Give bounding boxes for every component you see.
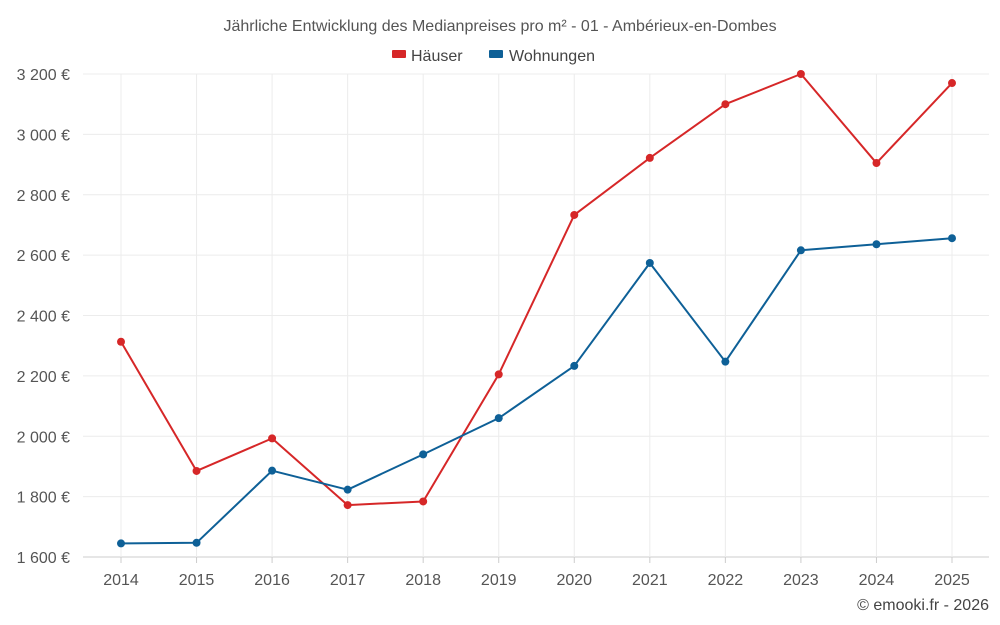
y-axis: 1 600 € 1 800 € 2 000 € 2 200 € 2 400 € 2 600… (17, 67, 70, 567)
y-tick-label: 2 200 € (17, 369, 70, 386)
data-point-wohnungen[interactable] (645, 258, 654, 267)
x-tick-label: 2025 (934, 572, 970, 589)
legend: Häuser Wohnungen (392, 48, 595, 65)
x-tick-label: 2024 (859, 572, 895, 589)
x-tick-label: 2019 (481, 572, 517, 589)
series (117, 70, 956, 548)
data-point-wohnungen[interactable] (948, 234, 956, 243)
legend-swatch-wohnungen (489, 50, 503, 58)
data-point-wohnungen[interactable] (117, 539, 125, 548)
data-point-hauser[interactable] (645, 153, 654, 162)
data-point-hauser[interactable] (948, 79, 956, 88)
grid (83, 73, 989, 558)
series-line-hauser (120, 73, 953, 507)
legend-label-wohnungen: Wohnungen (509, 48, 595, 65)
x-tick-label: 2022 (708, 572, 744, 589)
x-tick-label: 2018 (405, 572, 441, 589)
legend-item-wohnungen[interactable]: Wohnungen (489, 48, 595, 65)
data-point-wohnungen[interactable] (494, 414, 503, 423)
legend-label-hauser: Häuser (411, 48, 463, 65)
data-point-hauser[interactable] (494, 370, 503, 379)
x-tick-label: 2016 (254, 572, 290, 589)
y-tick-label: 2 000 € (17, 429, 70, 446)
data-point-wohnungen[interactable] (419, 450, 428, 459)
data-point-wohnungen[interactable] (268, 466, 277, 475)
x-tick-label: 2014 (103, 572, 139, 589)
y-tick-label: 2 800 € (17, 188, 70, 205)
x-axis: 2014 2015 2016 2017 2018 2019 2020 2021 2022 2023… (103, 557, 970, 589)
data-point-wohnungen[interactable] (570, 361, 579, 370)
data-point-wohnungen[interactable] (796, 246, 805, 255)
x-tick-label: 2017 (330, 572, 366, 589)
data-point-wohnungen[interactable] (192, 538, 201, 547)
data-point-hauser[interactable] (419, 497, 428, 506)
credit-text: © emooki.fr - 2026 (857, 597, 989, 614)
data-point-hauser[interactable] (872, 159, 881, 168)
x-tick-label: 2015 (179, 572, 215, 589)
y-tick-label: 1 800 € (17, 490, 70, 507)
legend-item-hauser[interactable]: Häuser (392, 48, 463, 65)
data-point-hauser[interactable] (721, 100, 730, 109)
data-point-hauser[interactable] (343, 501, 352, 510)
y-tick-label: 3 200 € (17, 67, 70, 84)
data-point-hauser[interactable] (570, 210, 579, 219)
y-tick-label: 1 600 € (17, 550, 70, 567)
data-point-wohnungen[interactable] (721, 357, 730, 366)
legend-swatch-hauser (392, 50, 406, 58)
y-tick-label: 3 000 € (17, 127, 70, 144)
data-point-hauser[interactable] (268, 434, 277, 443)
chart-title: Jährliche Entwicklung des Medianpreises … (223, 18, 776, 35)
y-tick-label: 2 600 € (17, 248, 70, 265)
x-tick-label: 2023 (783, 572, 819, 589)
data-point-wohnungen[interactable] (343, 485, 352, 494)
data-point-hauser[interactable] (796, 70, 805, 78)
data-point-hauser[interactable] (192, 466, 201, 475)
data-point-wohnungen[interactable] (872, 240, 881, 249)
x-tick-label: 2020 (556, 572, 592, 589)
series-line-wohnungen (120, 237, 953, 545)
y-tick-label: 2 400 € (17, 309, 70, 326)
data-point-hauser[interactable] (117, 337, 125, 346)
x-tick-label: 2021 (632, 572, 668, 589)
